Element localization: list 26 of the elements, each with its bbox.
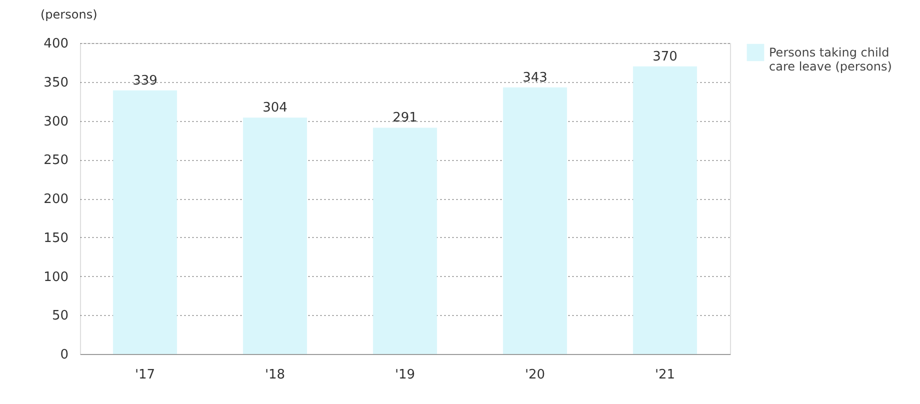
y-tick-label: 400: [44, 36, 68, 52]
y-tick-label: 150: [44, 230, 68, 246]
y-tick-label: 350: [44, 75, 68, 90]
y-axis-title: (persons): [40, 8, 98, 22]
data-label: 291: [392, 110, 418, 126]
y-tick-label: 200: [44, 192, 68, 207]
y-tick-label: 50: [52, 308, 68, 324]
bar: [113, 90, 177, 354]
data-label: 343: [522, 70, 548, 86]
x-tick-label: '19: [394, 368, 416, 382]
x-tick-label: '18: [264, 368, 286, 382]
data-label: 370: [652, 49, 678, 64]
bar: [633, 66, 697, 354]
legend-label: Persons taking child care leave (persons): [769, 46, 892, 74]
x-tick-label: '17: [134, 368, 156, 382]
x-tick-label: '20: [524, 368, 546, 382]
data-label: 304: [262, 100, 288, 116]
x-tick-label: '21: [654, 368, 676, 382]
y-tick-label: 250: [44, 153, 68, 168]
bar: [503, 87, 567, 354]
y-tick-label: 0: [60, 348, 68, 362]
y-tick-label: 300: [44, 114, 68, 130]
data-label: 339: [132, 73, 158, 88]
bar: [243, 118, 307, 354]
y-tick-label: 100: [44, 270, 68, 285]
bar: [373, 128, 437, 354]
